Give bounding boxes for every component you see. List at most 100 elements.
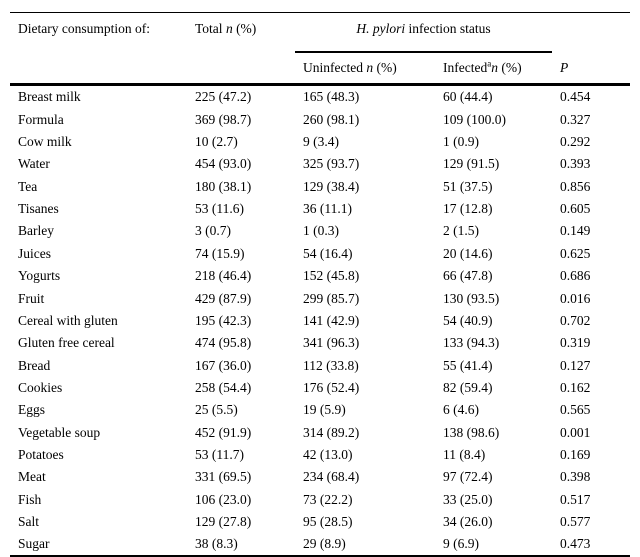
uninfected-value: 260 (98.1) [303, 111, 360, 127]
infected-value: 54 (40.9) [443, 312, 493, 328]
uninfected-value: 95 (28.5) [303, 513, 353, 529]
col-header-infected: Infectedan (%) [435, 52, 553, 86]
uninfected-value: 42 (13.0) [303, 446, 353, 462]
infected-value: 138 (98.6) [443, 424, 500, 440]
table-row: Tisanes 53 (11.6) 36 (11.1) 17 (12.8) 0.605 [10, 198, 630, 220]
food-label: Cereal with gluten [18, 312, 118, 328]
total-value: 3 (0.7) [195, 223, 231, 239]
p-value: 0.393 [560, 156, 591, 172]
uninfected-value: 325 (93.7) [303, 156, 360, 172]
p-value: 0.565 [560, 402, 591, 418]
food-label: Cow milk [18, 134, 72, 150]
col-header-uninfected: Uninfected n (%) [295, 52, 435, 86]
p-value: 0.127 [560, 357, 591, 373]
food-label: Barley [18, 223, 54, 239]
table-row: Cookies 258 (54.4) 176 (52.4) 82 (59.4) 0.16… [10, 376, 630, 398]
infected-value: 55 (41.4) [443, 357, 493, 373]
total-value: 10 (2.7) [195, 134, 238, 150]
infected-value: 97 (72.4) [443, 469, 493, 485]
p-value: 0.473 [560, 536, 591, 552]
food-label: Yogurts [18, 268, 61, 284]
food-label: Vegetable soup [18, 424, 101, 440]
p-value: 0.605 [560, 201, 591, 217]
total-value: 218 (46.4) [195, 268, 252, 284]
total-value: 53 (11.7) [195, 446, 244, 462]
table-row: Fish 106 (23.0) 73 (22.2) 33 (25.0) 0.517 [10, 488, 630, 510]
food-label: Breast milk [18, 89, 81, 105]
table-header: Dietary consumption of: Total n (%) H. p… [10, 12, 631, 86]
uninfected-value: 129 (38.4) [303, 178, 360, 194]
header-empty-cell [552, 13, 630, 53]
food-label: Eggs [18, 402, 45, 418]
p-value: 0.577 [560, 513, 591, 529]
food-label: Formula [18, 111, 64, 127]
uninfected-value: 73 (22.2) [303, 491, 353, 507]
uninfected-value: 9 (3.4) [303, 134, 339, 150]
p-value: 0.169 [560, 446, 591, 462]
total-value: 195 (42.3) [195, 312, 252, 328]
p-value: 0.517 [560, 491, 591, 507]
total-value: 429 (87.9) [195, 290, 252, 306]
p-value: 0.398 [560, 469, 591, 485]
total-value: 129 (27.8) [195, 513, 252, 529]
hpylori-italic: H. pylori [356, 21, 406, 36]
table-row: Cow milk 10 (2.7) 9 (3.4) 1 (0.9) 0.292 [10, 131, 630, 153]
food-label: Cookies [18, 379, 63, 395]
uninfected-value: 314 (89.2) [303, 424, 360, 440]
infected-footnote-marker: a [487, 58, 492, 69]
p-value: 0.454 [560, 89, 591, 105]
infected-value: 6 (4.6) [443, 402, 479, 418]
header-row-sub: Uninfected n (%) Infectedan (%) P [10, 52, 631, 86]
table-row: Breast milk 225 (47.2) 165 (48.3) 60 (44.4)… [10, 85, 630, 109]
col-header-dietary-label: Dietary consumption of: [18, 21, 150, 36]
uninfected-pct: (%) [376, 60, 397, 75]
header-row-top: Dietary consumption of: Total n (%) H. p… [10, 12, 630, 86]
infected-n: n [491, 60, 498, 75]
table-row: Meat 331 (69.5) 234 (68.4) 97 (72.4) 0.398 [10, 466, 630, 488]
uninfected-value: 299 (85.7) [303, 290, 360, 306]
p-value: 0.162 [560, 379, 591, 395]
total-value: 369 (98.7) [195, 111, 252, 127]
total-value: 454 (93.0) [195, 156, 252, 172]
table-row: Cereal with gluten 195 (42.3) 141 (42.9) 54… [10, 309, 630, 331]
infected-value: 60 (44.4) [443, 89, 493, 105]
food-label: Salt [18, 513, 40, 529]
infected-value: 51 (37.5) [443, 178, 493, 194]
food-label: Gluten free cereal [18, 335, 115, 351]
food-label: Sugar [18, 536, 50, 552]
infected-value: 66 (47.8) [443, 268, 493, 284]
food-label: Tea [18, 178, 38, 194]
food-label: Water [18, 156, 50, 172]
uninfected-value: 1 (0.3) [303, 223, 339, 239]
hpylori-rest: infection status [405, 21, 491, 36]
uninfected-value: 36 (11.1) [303, 201, 352, 217]
uninfected-value: 112 (33.8) [303, 357, 359, 373]
table-row: Fruit 429 (87.9) 299 (85.7) 130 (93.5) 0.016 [10, 287, 630, 309]
total-value: 106 (23.0) [195, 491, 252, 507]
total-value: 53 (11.6) [195, 201, 244, 217]
p-value: 0.856 [560, 178, 591, 194]
p-value: 0.686 [560, 268, 591, 284]
table-row: Bread 167 (36.0) 112 (33.8) 55 (41.4) 0.127 [10, 354, 630, 376]
p-value: 0.702 [560, 312, 591, 328]
food-label: Bread [18, 357, 51, 373]
total-value: 180 (38.1) [195, 178, 252, 194]
uninfected-value: 165 (48.3) [303, 89, 360, 105]
table-row: Eggs 25 (5.5) 19 (5.9) 6 (4.6) 0.565 [10, 399, 630, 421]
col-header-p: P [552, 52, 631, 86]
food-label: Fruit [18, 290, 45, 306]
infected-value: 33 (25.0) [443, 491, 493, 507]
uninfected-value: 141 (42.9) [303, 312, 360, 328]
dietary-consumption-table: Dietary consumption of: Total n (%) H. p… [10, 12, 631, 557]
uninfected-value: 152 (45.8) [303, 268, 360, 284]
total-value: 258 (54.4) [195, 379, 252, 395]
total-n: n [225, 21, 233, 36]
infected-value: 20 (14.6) [443, 245, 493, 261]
p-value: 0.292 [560, 134, 591, 150]
table-row: Vegetable soup 452 (91.9) 314 (89.2) 138 (9… [10, 421, 630, 443]
col-header-total: Total n (%) [187, 12, 295, 86]
infected-value: 1 (0.9) [443, 134, 479, 150]
food-label: Fish [18, 491, 42, 507]
food-label: Juices [18, 245, 51, 261]
infected-value: 17 (12.8) [443, 201, 493, 217]
